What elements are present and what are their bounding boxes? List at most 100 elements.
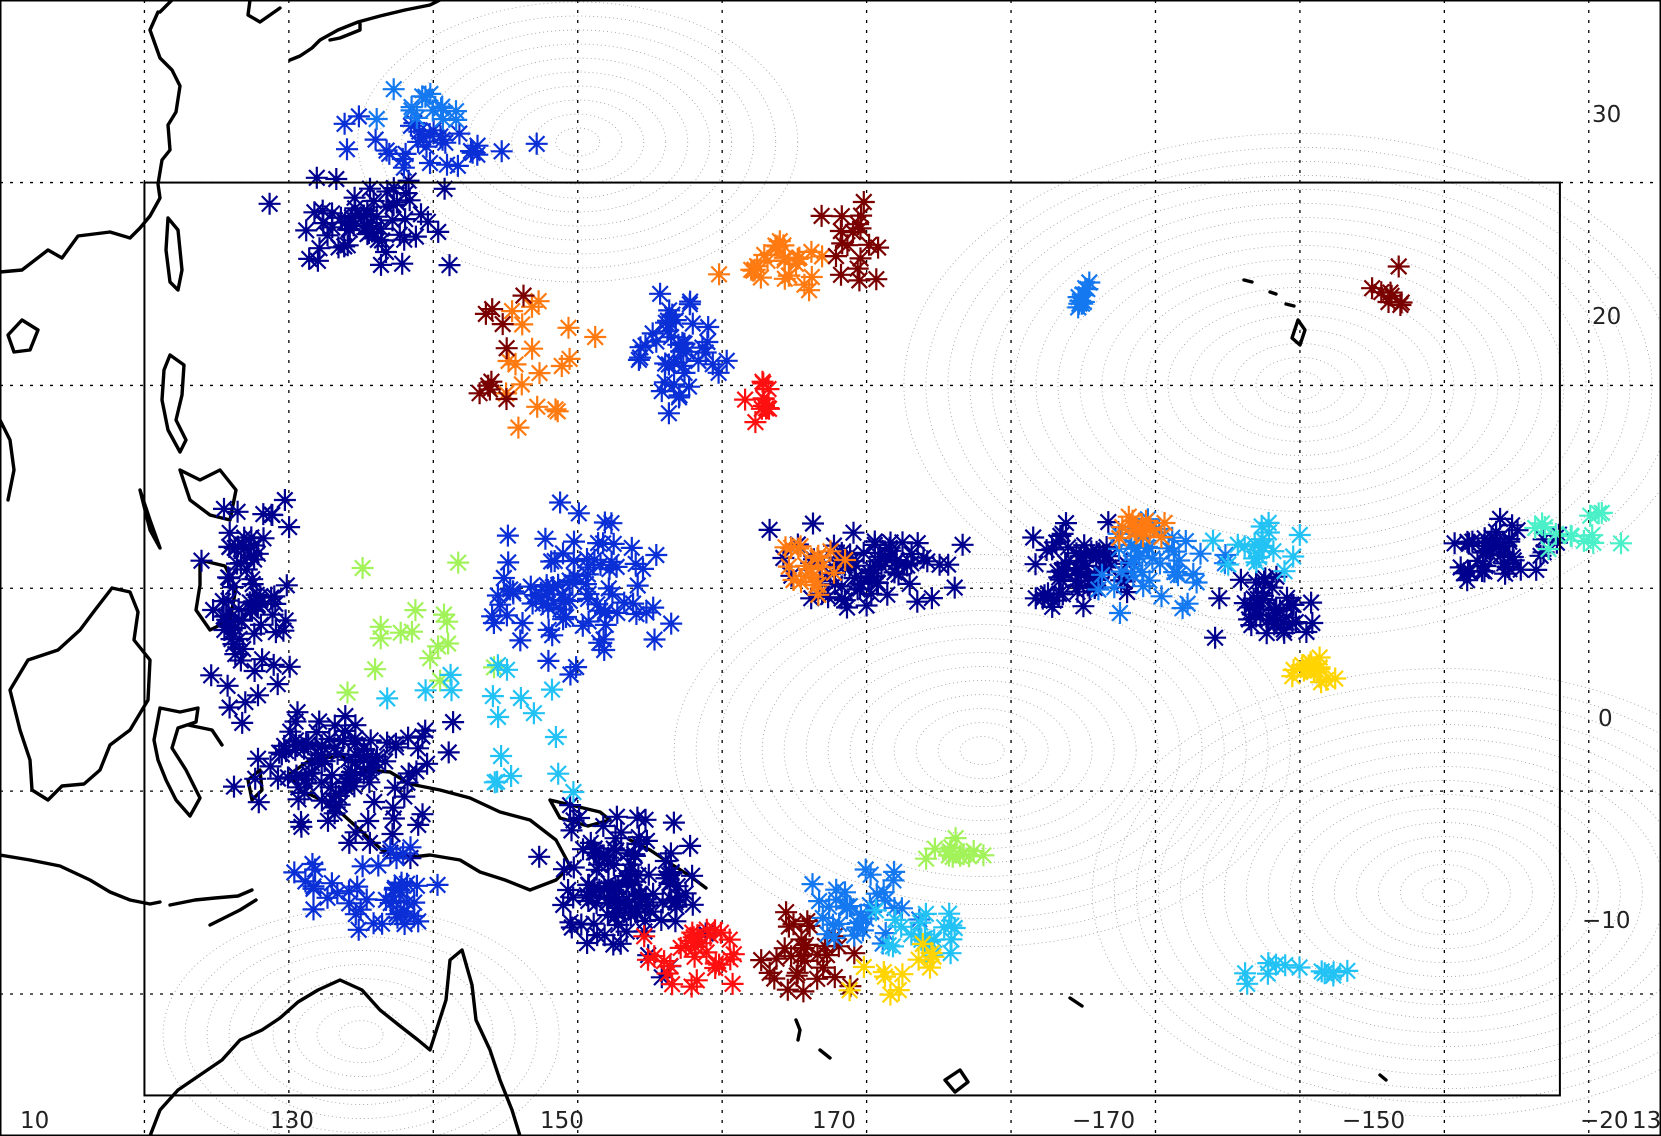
marker-asterisk: [486, 770, 509, 793]
marker-asterisk: [233, 536, 256, 559]
coast-hawaii-c: [1268, 290, 1278, 296]
marker-asterisk: [323, 736, 346, 759]
marker-asterisk: [588, 631, 611, 654]
marker-asterisk: [429, 669, 452, 692]
marker-asterisk: [618, 891, 641, 913]
marker-asterisk: [1057, 536, 1080, 559]
marker-asterisk: [1457, 560, 1479, 583]
latitude-labels: 30 20 0 −10: [1582, 102, 1631, 934]
marker-asterisk: [941, 845, 964, 868]
contour-line: [695, 568, 1269, 933]
marker-asterisk: [1132, 525, 1154, 548]
marker-asterisk: [1226, 533, 1249, 556]
marker-asterisk: [1489, 507, 1512, 530]
contour-line: [1158, 710, 1661, 1075]
marker-asterisk: [217, 589, 240, 612]
marker-asterisk: [882, 935, 904, 958]
marker-asterisk: [509, 629, 532, 652]
marker-asterisk: [623, 843, 646, 866]
marker-asterisk: [744, 411, 767, 434]
marker-asterisk: [836, 234, 859, 257]
marker-asterisk: [1041, 595, 1064, 618]
marker-asterisk: [501, 300, 524, 323]
marker-asterisk: [663, 373, 686, 396]
contour-line: [1123, 273, 1477, 498]
marker-asterisk: [1498, 530, 1521, 553]
marker-asterisk: [635, 601, 658, 624]
marker-asterisk: [1072, 595, 1095, 618]
marker-asterisk: [404, 599, 427, 622]
marker-asterisk: [830, 263, 852, 286]
longitude-labels: 10 130 150 170 −170 −150 −20 13: [20, 1108, 1661, 1134]
marker-asterisk: [346, 875, 369, 898]
marker-asterisk: [1238, 608, 1261, 631]
marker-asterisk: [302, 875, 325, 898]
marker-asterisk: [1390, 291, 1413, 314]
marker-asterisk: [637, 948, 659, 971]
marker-asterisk: [400, 96, 423, 119]
marker-asterisk: [750, 949, 773, 972]
marker-asterisk: [1265, 610, 1288, 633]
marker-asterisk: [800, 266, 823, 288]
marker-asterisk: [1282, 593, 1305, 616]
marker-asterisk: [397, 169, 420, 192]
marker-asterisk: [1274, 954, 1297, 977]
marker-asterisk: [662, 811, 685, 834]
marker-asterisk: [495, 337, 518, 360]
marker-asterisk: [962, 840, 985, 862]
marker-asterisk: [430, 97, 453, 120]
marker-asterisk: [495, 388, 518, 410]
marker-asterisk: [359, 177, 381, 200]
marker-asterisk: [800, 558, 823, 581]
marker-asterisk: [1071, 283, 1094, 306]
contour-line: [1224, 752, 1661, 1033]
marker-asterisk: [830, 575, 853, 598]
marker-asterisk: [830, 541, 853, 564]
marker-asterisk: [243, 622, 266, 645]
marker-asterisk: [1288, 956, 1311, 979]
coast-hainan: [6, 318, 40, 354]
marker-asterisk: [570, 913, 593, 936]
marker-asterisk: [562, 856, 585, 879]
marker-asterisk: [1257, 511, 1280, 534]
marker-asterisk: [634, 334, 657, 357]
contour-line: [959, 736, 1005, 765]
marker-asterisk: [811, 907, 834, 929]
contour-line: [1079, 245, 1521, 526]
marker-asterisk: [916, 550, 939, 573]
marker-asterisk: [246, 594, 269, 616]
marker-asterisk: [1282, 659, 1305, 681]
marker-asterisk: [537, 649, 560, 672]
contour-line: [805, 638, 1159, 863]
marker-asterisk: [528, 362, 551, 385]
marker-asterisk: [305, 166, 328, 189]
marker-asterisk: [419, 82, 442, 105]
marker-asterisk: [427, 220, 450, 243]
coast-timor: [208, 898, 258, 927]
marker-asterisk: [1108, 527, 1131, 550]
contour-line: [739, 596, 1225, 905]
marker-asterisk: [834, 881, 856, 904]
marker-asterisk: [1273, 621, 1296, 644]
marker-asterisk: [275, 740, 297, 763]
marker-asterisk: [563, 530, 585, 553]
marker-asterisk: [1157, 537, 1180, 560]
marker-asterisk: [852, 541, 875, 564]
marker-asterisk: [632, 557, 654, 580]
marker-asterisk: [200, 664, 223, 687]
marker-asterisk: [645, 544, 668, 566]
contour-line: [357, 1, 799, 283]
marker-asterisk: [628, 832, 651, 855]
marker-asterisk: [625, 603, 648, 625]
marker-asterisk: [828, 546, 851, 569]
marker-asterisk: [1208, 587, 1231, 610]
marker-asterisk: [437, 741, 460, 764]
marker-asterisk: [1262, 540, 1285, 563]
marker-asterisk: [369, 615, 392, 638]
marker-asterisk: [1250, 515, 1273, 538]
marker-asterisk: [482, 612, 505, 634]
marker-asterisk: [606, 601, 629, 624]
marker-asterisk: [879, 983, 902, 1006]
marker-asterisk: [764, 234, 787, 257]
marker-asterisk: [1533, 516, 1556, 539]
